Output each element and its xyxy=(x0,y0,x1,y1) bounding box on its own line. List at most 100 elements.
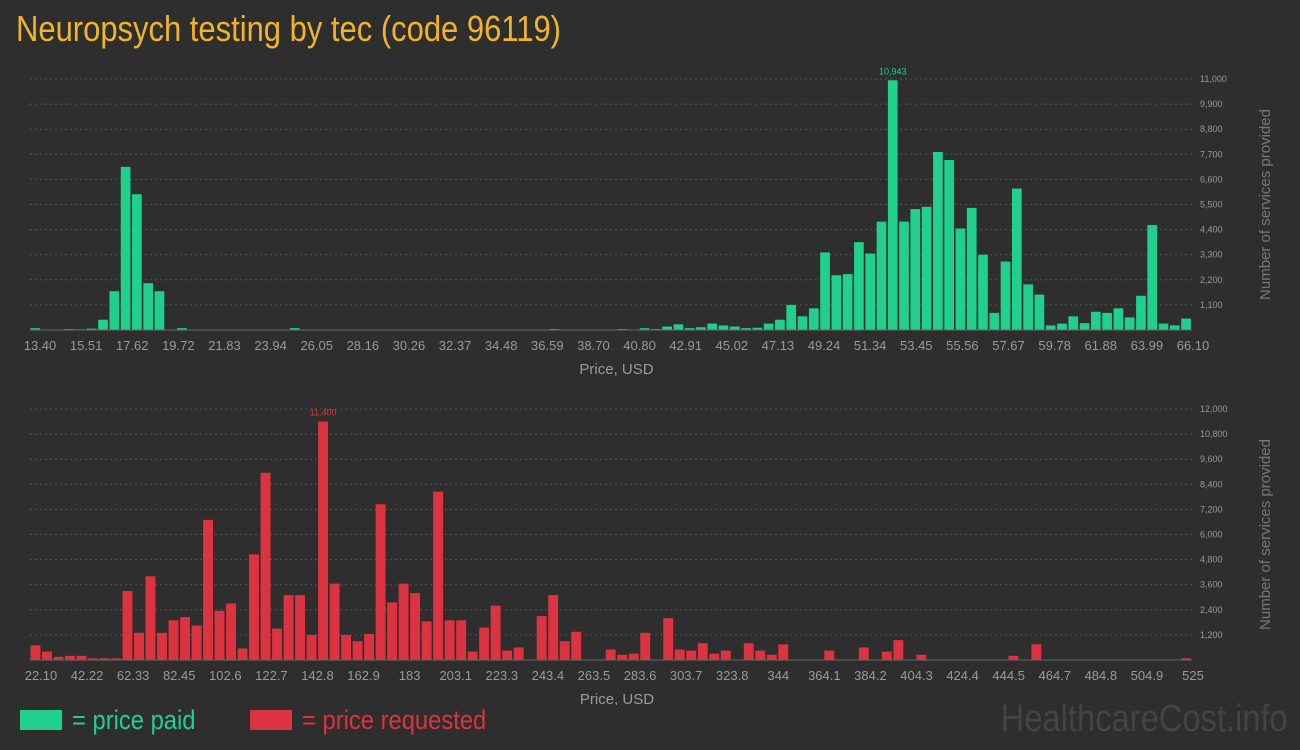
paid-bar xyxy=(718,325,729,330)
requested-bar xyxy=(433,491,444,660)
paid-peak-label: 10,943 xyxy=(879,66,907,76)
paid-y-tick: 5,500 xyxy=(1200,200,1223,210)
paid-bar xyxy=(1045,325,1056,330)
requested-y-tick: 4,800 xyxy=(1200,555,1223,565)
requested-y-tick: 10,800 xyxy=(1200,429,1228,439)
requested-bar xyxy=(341,634,352,660)
requested-bar xyxy=(249,554,259,660)
requested-y-axis-label: Number of services provided xyxy=(1257,439,1274,630)
paid-x-tick: 49.24 xyxy=(808,338,841,353)
paid-x-tick: 63.99 xyxy=(1131,338,1164,353)
requested-x-tick: 42.22 xyxy=(71,668,104,683)
requested-bar xyxy=(617,654,628,660)
requested-y-tick: 3,600 xyxy=(1200,580,1223,590)
requested-y-tick: 1,200 xyxy=(1200,630,1223,640)
requested-bar xyxy=(410,593,421,660)
paid-y-tick: 3,300 xyxy=(1200,250,1223,260)
paid-bar xyxy=(944,160,954,330)
paid-bar xyxy=(978,254,988,330)
paid-bar xyxy=(966,207,977,330)
paid-bar xyxy=(1000,261,1011,330)
paid-x-tick: 17.62 xyxy=(116,338,149,353)
paid-bar xyxy=(289,328,300,330)
requested-bar xyxy=(1180,658,1191,660)
requested-x-tick: 303.7 xyxy=(670,668,703,683)
requested-bar xyxy=(398,583,409,660)
paid-bar xyxy=(865,253,876,330)
watermark: HealthcareCost.info xyxy=(1000,698,1288,740)
requested-bar xyxy=(157,632,167,660)
requested-y-tick: 7,200 xyxy=(1200,504,1223,514)
paid-bar xyxy=(786,304,797,330)
paid-bar xyxy=(741,328,751,330)
paid-y-tick: 4,400 xyxy=(1200,225,1223,235)
requested-x-tick: 323.8 xyxy=(716,668,749,683)
requested-bar xyxy=(260,472,271,660)
requested-bar xyxy=(697,643,708,660)
paid-bar xyxy=(1124,317,1135,330)
requested-bar xyxy=(203,519,213,660)
paid-y-tick: 6,600 xyxy=(1200,174,1223,184)
paid-bar xyxy=(876,221,887,330)
paid-x-tick: 19.72 xyxy=(162,338,195,353)
paid-x-tick: 45.02 xyxy=(716,338,749,353)
requested-bar xyxy=(858,647,869,660)
paid-x-axis-label: Price, USD xyxy=(579,361,653,378)
requested-x-tick: 283.6 xyxy=(624,668,657,683)
paid-bar xyxy=(933,152,943,330)
paid-x-tick: 21.83 xyxy=(208,338,241,353)
legend-label-paid: = price paid xyxy=(72,704,196,735)
requested-bar xyxy=(513,647,524,660)
paid-x-tick: 30.26 xyxy=(393,338,426,353)
paid-bar xyxy=(989,312,1000,330)
requested-bar xyxy=(375,504,386,660)
requested-bar xyxy=(226,603,236,660)
paid-y-tick: 7,700 xyxy=(1200,149,1223,159)
paid-bar xyxy=(86,328,97,330)
paid-bar xyxy=(1147,225,1158,330)
requested-bar xyxy=(444,620,455,660)
requested-bar xyxy=(766,654,777,660)
requested-bar xyxy=(893,640,904,660)
paid-bar xyxy=(1090,311,1101,330)
paid-bar xyxy=(120,166,131,330)
requested-bar xyxy=(479,627,490,660)
paid-x-tick: 36.59 xyxy=(531,338,564,353)
paid-bar xyxy=(1113,308,1124,330)
requested-bar xyxy=(674,649,685,660)
paid-bar xyxy=(797,316,808,330)
requested-bar xyxy=(88,658,98,660)
chart-title: Neuropsych testing by tec (code 96119) xyxy=(16,8,561,49)
paid-x-tick: 53.45 xyxy=(900,338,933,353)
requested-x-tick: 122.7 xyxy=(255,668,288,683)
requested-y-tick: 8,400 xyxy=(1200,479,1223,489)
paid-bar xyxy=(910,209,921,330)
requested-y-tick: 6,000 xyxy=(1200,530,1223,540)
requested-x-tick: 102.6 xyxy=(209,668,242,683)
paid-x-tick: 57.67 xyxy=(992,338,1025,353)
requested-bar xyxy=(134,632,144,660)
requested-x-tick: 484.8 xyxy=(1085,668,1118,683)
paid-bar xyxy=(752,327,763,330)
paid-bar xyxy=(1136,295,1146,330)
paid-bar xyxy=(1023,284,1033,330)
requested-bar xyxy=(168,620,179,660)
paid-x-tick: 40.80 xyxy=(623,338,656,353)
paid-bar xyxy=(684,328,695,330)
requested-x-tick: 404.3 xyxy=(900,668,933,683)
legend-swatch-paid xyxy=(20,710,62,730)
paid-bar xyxy=(696,327,706,330)
paid-x-tick: 15.51 xyxy=(70,338,103,353)
requested-bar xyxy=(502,650,513,660)
paid-y-tick: 2,200 xyxy=(1200,275,1223,285)
paid-bar xyxy=(921,206,932,330)
requested-bar xyxy=(456,620,467,660)
paid-y-tick: 1,100 xyxy=(1200,300,1223,310)
paid-x-tick: 47.13 xyxy=(762,338,795,353)
requested-x-tick: 424.4 xyxy=(946,668,979,683)
paid-bar xyxy=(30,328,41,330)
requested-bar xyxy=(329,583,340,660)
legend-price-paid: = price paid xyxy=(20,703,212,737)
requested-bar xyxy=(824,650,835,660)
requested-bar xyxy=(881,651,892,660)
